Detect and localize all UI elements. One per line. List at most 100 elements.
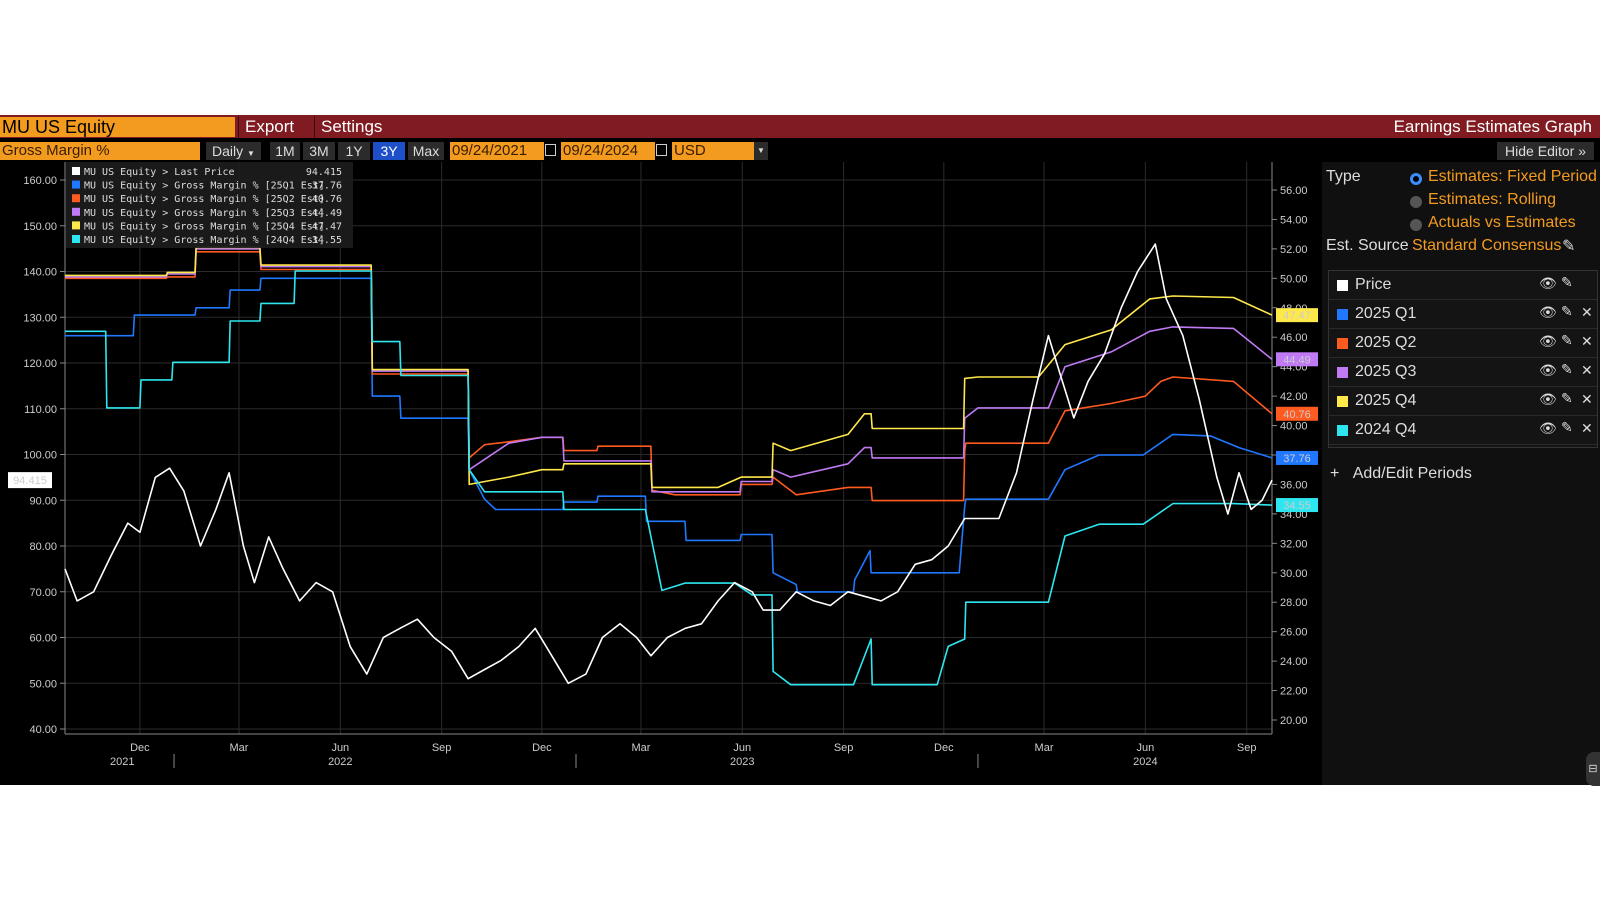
series-line-2024-q4[interactable]	[65, 270, 1273, 686]
series-row-2025-q4[interactable]: 2025 Q4 👁 ✎ ✕	[1329, 387, 1597, 416]
legend-entry-label: MU US Equity > Gross Margin % [25Q1 Est]	[84, 181, 325, 192]
ticker-field[interactable]: MU US Equity	[0, 117, 235, 137]
pencil-icon[interactable]: ✎	[1561, 303, 1573, 319]
radio-fixed-period[interactable]	[1410, 173, 1422, 185]
left-axis-tick-label: 80.00	[29, 541, 57, 553]
settings-button[interactable]: Settings	[314, 116, 388, 138]
est-source-value[interactable]: Standard Consensus	[1412, 237, 1562, 254]
series-line-last-price[interactable]	[64, 243, 1273, 685]
type-option-fixed-period[interactable]: Estimates: Fixed Period	[1428, 168, 1597, 185]
radio-rolling[interactable]	[1410, 196, 1422, 208]
last-value-tag	[1276, 498, 1318, 513]
last-value-tag	[1276, 308, 1318, 323]
calendar-icon[interactable]	[656, 144, 667, 156]
series-swatch	[1337, 367, 1348, 378]
legend-entry-value: 47.47	[312, 221, 342, 232]
plus-icon: +	[1330, 465, 1340, 482]
series-row-2024-q4[interactable]: 2024 Q4 👁 ✎ ✕	[1329, 416, 1597, 445]
pencil-icon[interactable]: ✎	[1561, 332, 1573, 348]
eye-icon[interactable]: 👁	[1539, 333, 1557, 349]
series-line-2025-q1[interactable]	[65, 277, 1273, 593]
series-row-2025-q1[interactable]: 2025 Q1 👁 ✎ ✕	[1329, 300, 1597, 329]
legend-entry-label: MU US Equity > Gross Margin % [25Q2 Est]	[84, 194, 325, 205]
legend-box	[66, 162, 353, 248]
legend-swatch	[72, 194, 80, 203]
left-axis-tick-label: 160.00	[23, 175, 57, 187]
range-3y-button[interactable]: 3Y	[373, 142, 405, 160]
left-axis-tick-label: 120.00	[23, 358, 57, 370]
legend-entry-value: 34.55	[312, 235, 342, 246]
left-axis-tick-label: 70.00	[29, 587, 57, 599]
pencil-icon[interactable]: ✎	[1561, 361, 1573, 377]
x-axis-year-label: 2021	[110, 756, 134, 768]
right-axis-tick-label: 22.00	[1280, 686, 1308, 698]
est-source-label: Est. Source	[1326, 237, 1409, 254]
chat-icon[interactable]: ⊟	[1586, 752, 1600, 786]
range-1y-button[interactable]: 1Y	[338, 142, 370, 160]
left-axis-tick-label: 130.00	[23, 312, 57, 324]
double-chevron-right-icon: »	[1578, 143, 1586, 159]
eye-icon[interactable]: 👁	[1539, 304, 1557, 320]
currency-field[interactable]: USD	[672, 142, 754, 160]
series-row-2025-q2[interactable]: 2025 Q2 👁 ✎ ✕	[1329, 329, 1597, 358]
eye-icon[interactable]: 👁	[1539, 420, 1557, 436]
type-option-actuals-vs-estimates[interactable]: Actuals vs Estimates	[1428, 214, 1576, 231]
pencil-icon[interactable]: ✎	[1561, 274, 1573, 290]
right-axis-tick-label: 42.00	[1280, 391, 1308, 403]
right-axis-tick-label: 30.00	[1280, 568, 1308, 580]
radio-actuals-vs-estimates[interactable]	[1410, 219, 1422, 231]
right-axis-tick-label: 20.00	[1280, 715, 1308, 727]
editor-panel: Type Estimates: Fixed Period Estimates: …	[1322, 162, 1600, 786]
series-line-2025-q3[interactable]	[65, 248, 1273, 493]
eye-icon[interactable]: 👁	[1539, 275, 1557, 291]
hide-editor-button[interactable]: Hide Editor »	[1497, 142, 1594, 160]
pencil-icon[interactable]: ✎	[1561, 419, 1573, 435]
close-icon[interactable]: ✕	[1581, 304, 1593, 320]
close-icon[interactable]: ✕	[1581, 362, 1593, 378]
close-icon[interactable]: ✕	[1581, 391, 1593, 407]
series-line-2025-q2[interactable]	[65, 251, 1273, 502]
range-3m-button[interactable]: 3M	[303, 142, 335, 160]
type-option-rolling[interactable]: Estimates: Rolling	[1428, 191, 1557, 208]
add-edit-periods-button[interactable]: + Add/Edit Periods	[1330, 465, 1472, 483]
close-icon[interactable]: ✕	[1581, 420, 1593, 436]
x-axis-month-label: Dec	[532, 742, 552, 754]
frequency-dropdown[interactable]: Daily ▼	[206, 142, 261, 160]
series-name: Price	[1355, 276, 1392, 293]
legend-entry-value: 94.415	[306, 167, 342, 178]
right-axis-tick-label: 50.00	[1280, 273, 1308, 285]
calendar-icon[interactable]	[545, 144, 556, 156]
right-axis-tick-label: 56.00	[1280, 185, 1308, 197]
eye-icon[interactable]: 👁	[1539, 362, 1557, 378]
chart-area[interactable]: 40.00 50.00 60.00 70.00 80.00 90.00 100.00 110.…	[0, 162, 1320, 785]
pencil-icon[interactable]: ✎	[1561, 390, 1573, 406]
eye-icon[interactable]: 👁	[1539, 391, 1557, 407]
series-line-2025-q4[interactable]	[65, 246, 1273, 489]
left-axis-tick-label: 60.00	[29, 633, 57, 645]
legend-swatch	[72, 221, 80, 230]
chevron-down-icon: ▼	[247, 149, 255, 158]
frequency-value: Daily	[212, 143, 244, 159]
start-date-field[interactable]: 09/24/2021	[450, 142, 544, 160]
add-periods-label: Add/Edit Periods	[1352, 465, 1472, 482]
legend-entry-value: 37.76	[312, 181, 342, 192]
export-button[interactable]: Export	[238, 116, 300, 138]
left-axis-tick-label: 100.00	[23, 450, 57, 462]
series-swatch	[1337, 309, 1348, 320]
x-axis-month-label: Dec	[934, 742, 954, 754]
close-icon[interactable]: ✕	[1581, 333, 1593, 349]
end-date-field[interactable]: 09/24/2024	[561, 142, 655, 160]
field-selector[interactable]: Gross Margin %	[0, 142, 200, 160]
last-value-tag-label: 34.55	[1283, 500, 1311, 512]
series-swatch	[1337, 338, 1348, 349]
currency-dropdown-icon[interactable]: ▼	[754, 142, 768, 160]
series-name: 2025 Q2	[1355, 334, 1417, 351]
last-price-tag-label: 94.415	[13, 475, 47, 487]
series-row-2025-q3[interactable]: 2025 Q3 👁 ✎ ✕	[1329, 358, 1597, 387]
series-name: 2025 Q3	[1355, 363, 1417, 380]
range-1m-button[interactable]: 1M	[270, 142, 300, 160]
pencil-icon[interactable]: ✎	[1562, 238, 1576, 255]
range-max-button[interactable]: Max	[408, 142, 444, 160]
left-axis-tick-label: 150.00	[23, 221, 57, 233]
series-row-price[interactable]: Price 👁 ✎	[1329, 271, 1597, 300]
